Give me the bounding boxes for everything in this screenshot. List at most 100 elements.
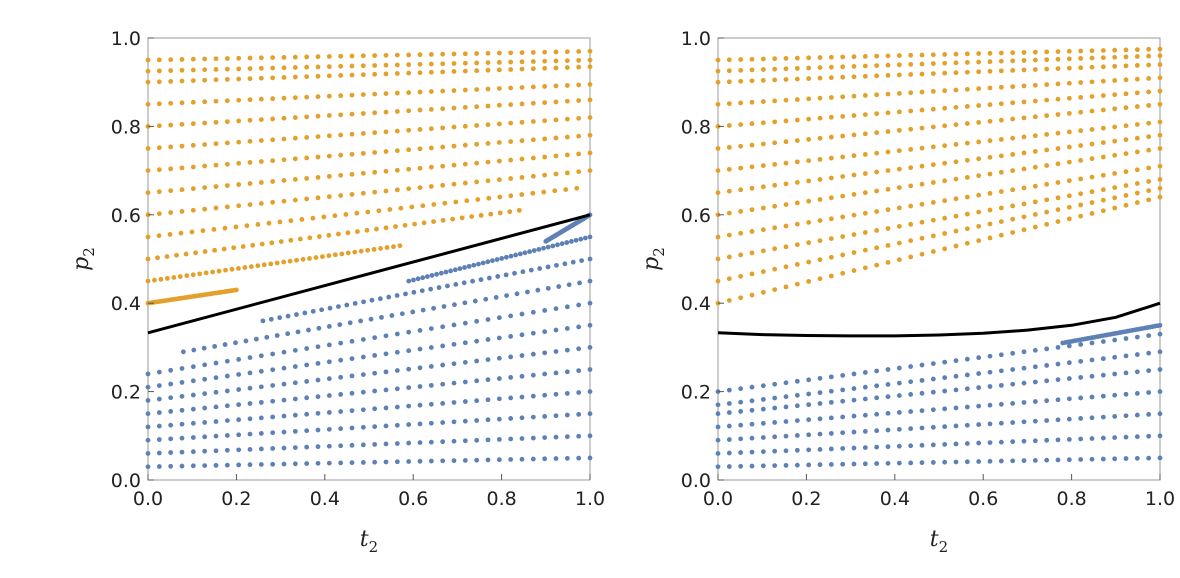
data-point [583,236,588,241]
data-point [474,161,479,166]
data-point [332,213,337,218]
data-point [486,178,491,183]
data-point [406,279,411,284]
data-point [886,168,891,173]
data-point [282,382,287,387]
data-point [418,52,423,57]
data-point [976,404,981,409]
data-point [567,282,572,287]
data-point [920,62,925,67]
data-point [942,406,947,411]
data-point [463,458,468,463]
data-point [886,461,891,466]
data-point [259,97,264,102]
data-point [504,293,509,298]
data-point [395,91,400,96]
data-point [976,173,981,178]
data-point [1033,149,1038,154]
data-point [852,54,857,59]
data-point [1067,178,1072,183]
data-point [358,319,363,324]
data-point [554,456,559,461]
data-point [531,137,536,142]
data-point [1158,195,1163,200]
data-point [818,416,823,421]
data-point [508,193,513,198]
data-point [772,246,777,251]
data-point [588,115,593,120]
data-point [289,218,294,223]
data-point [863,370,868,375]
data-point [452,88,457,93]
data-point [738,436,743,441]
data-point [750,385,755,390]
data-point [374,227,379,232]
data-point [504,255,509,260]
data-point [389,313,394,318]
data-point [554,118,559,123]
data-point [1044,82,1049,87]
data-point [202,362,207,367]
data-point [795,180,800,185]
data-point [243,265,248,270]
data-point [1146,148,1151,153]
data-point [874,92,879,97]
data-point [954,196,959,201]
data-point [574,186,579,191]
data-point [1090,94,1095,99]
data-point [1010,68,1015,73]
data-point [470,279,475,284]
data-point [180,209,185,214]
data-point [565,65,570,70]
data-point [249,264,254,269]
data-point [1101,55,1106,60]
data-point [327,113,332,118]
data-point [1022,439,1027,444]
data-point [307,256,312,261]
data-point [965,357,970,362]
data-point [230,267,235,272]
data-point [818,116,823,121]
data-point [333,252,338,257]
data-point [497,60,502,65]
data-point [716,146,721,151]
data-point [727,276,732,281]
data-point [536,247,541,252]
data-point [840,415,845,420]
data-point [954,358,959,363]
data-point [1056,131,1061,136]
data-point [191,364,196,369]
data-point [886,63,891,68]
data-point [588,323,593,328]
data-point [1044,132,1049,137]
data-point [406,330,411,335]
data-point [1146,197,1151,202]
data-point [1010,50,1015,55]
data-point [444,270,449,275]
data-point [365,210,370,215]
data-point [372,170,377,175]
data-point [1067,145,1072,150]
data-point [772,434,777,439]
data-point [840,271,845,276]
data-point [462,300,467,305]
data-point [384,351,389,356]
data-point [234,288,239,293]
data-point [931,52,936,57]
data-point [411,290,416,295]
left-y-axis-label: p2 [69,247,98,271]
data-point [384,406,389,411]
data-point [180,187,185,192]
data-point [727,189,732,194]
data-point [223,226,228,231]
data-point [1078,65,1083,70]
data-point [180,366,185,371]
data-point [1101,48,1106,53]
data-point [361,131,366,136]
data-point [1010,420,1015,425]
x-tick-label: 0.8 [486,488,516,510]
data-point [372,335,377,340]
data-point [1022,419,1027,424]
data-point [942,52,947,57]
data-point [180,422,185,427]
